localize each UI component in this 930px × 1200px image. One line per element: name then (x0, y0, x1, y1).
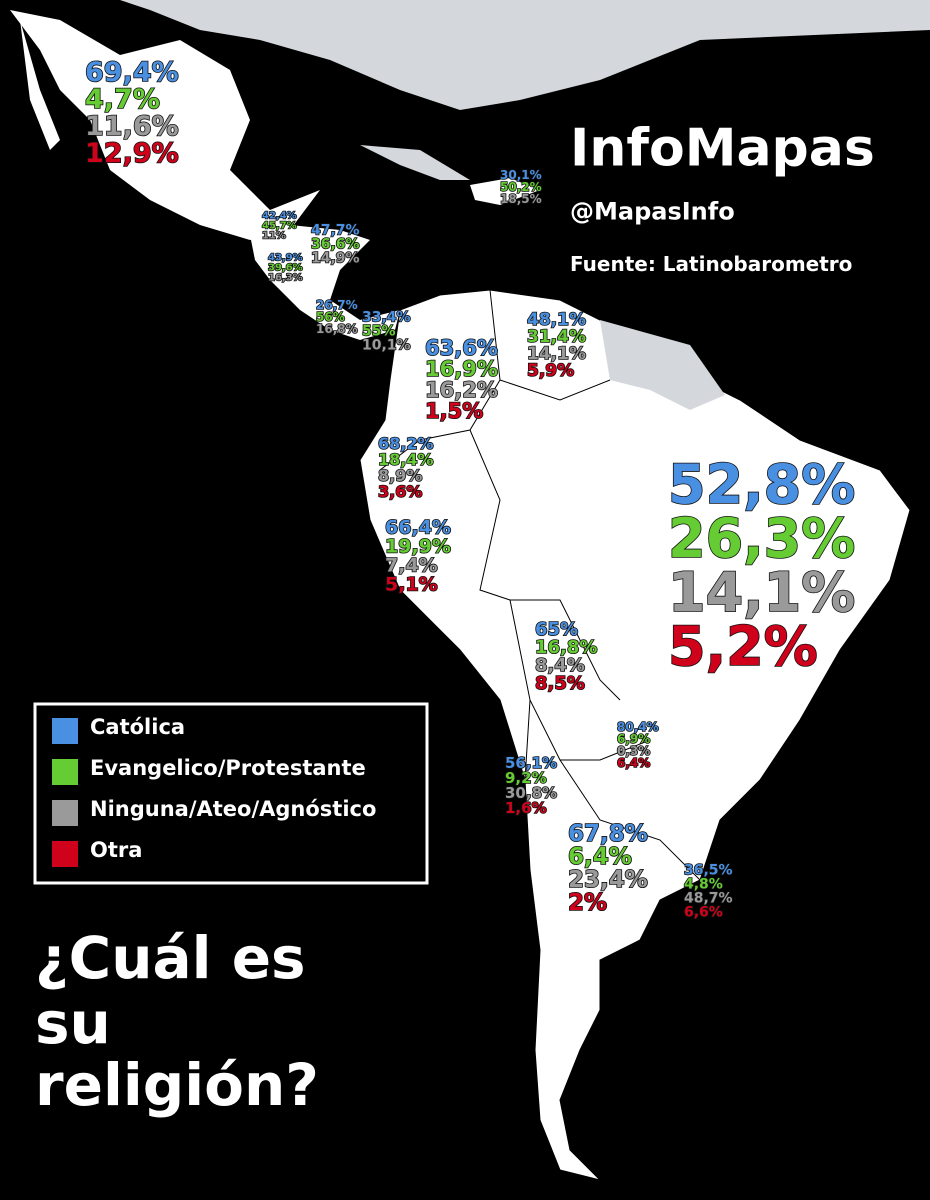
region-share: 65% (535, 619, 578, 640)
region-share: 5,9% (527, 361, 574, 381)
region-share: 6,4% (568, 844, 632, 870)
region-share: 39,6% (268, 262, 303, 273)
region-share: 50,2% (500, 180, 542, 194)
region-share: 0,3% (617, 744, 650, 758)
region-share: 80,4% (617, 720, 659, 734)
region-share: 47,7% (311, 223, 360, 239)
region-share: 1,5% (425, 399, 483, 423)
region-share: 16,9% (425, 357, 498, 381)
central-america-land (250, 225, 400, 340)
legend-swatch (52, 759, 78, 785)
region-share: 67,8% (568, 821, 648, 847)
legend-swatch (52, 841, 78, 867)
region-share: 16,3% (268, 272, 303, 283)
region-share: 14,1% (668, 561, 855, 624)
region-share: 9,2% (505, 769, 547, 787)
region-share: 23,4% (568, 867, 648, 893)
legend-box (33, 702, 429, 885)
region-share: 14,1% (527, 344, 586, 364)
region-share: 7,4% (385, 555, 438, 577)
region-share: 6,9% (617, 732, 650, 746)
region-share: 16,8% (535, 637, 597, 658)
region-share: 33,4% (362, 310, 411, 326)
region-share: 48,1% (527, 310, 586, 330)
region-share: 12,9% (85, 138, 179, 169)
region-share: 66,4% (385, 517, 451, 539)
region-share: 63,6% (425, 336, 498, 360)
region-share: 56% (316, 310, 345, 324)
region-share: 48,7% (684, 891, 733, 907)
legend-label: Católica (90, 715, 185, 739)
region-share: 4,8% (684, 877, 723, 893)
region-share: 18,4% (378, 450, 434, 469)
legend-swatch (52, 718, 78, 744)
region-share: 8,5% (535, 673, 585, 694)
handle: @MapasInfo (570, 198, 735, 226)
source: Fuente: Latinobarometro (570, 252, 852, 276)
region-share: 43,9% (268, 252, 303, 263)
region-share: 8,4% (535, 655, 585, 676)
region-share: 4,7% (85, 84, 160, 115)
baja-land (20, 20, 60, 150)
region-share: 30,8% (505, 784, 557, 802)
region-share: 3,6% (378, 482, 422, 501)
region-share: 2% (568, 890, 607, 916)
region-share: 36,6% (311, 237, 360, 253)
title: InfoMapas (570, 119, 875, 179)
region-share: 26,7% (316, 298, 358, 312)
region-share: 11% (262, 230, 286, 241)
region-share: 16,2% (425, 378, 498, 402)
hispaniola-land (470, 178, 540, 205)
region-share: 16,8% (316, 322, 358, 336)
region-share: 11,6% (85, 111, 179, 142)
region-share: 26,3% (668, 507, 855, 570)
borders (379, 289, 701, 881)
legend-label: Otra (90, 838, 142, 862)
region-share: 45,7% (262, 220, 297, 231)
question-line: religión? (35, 1051, 319, 1119)
region-share: 19,9% (385, 536, 451, 558)
legend-swatch (52, 800, 78, 826)
region-share: 5,2% (668, 615, 818, 678)
region-share: 68,2% (378, 434, 434, 453)
mexico-land (10, 10, 320, 240)
region-share: 31,4% (527, 327, 586, 347)
region-share: 18,5% (500, 192, 542, 206)
region-share: 6,6% (684, 905, 723, 921)
region-share: 10,1% (362, 338, 411, 354)
region-share: 56,1% (505, 754, 557, 772)
region-share: 52,8% (668, 453, 855, 516)
region-share: 30,1% (500, 168, 542, 182)
legend-label: Ninguna/Ateo/Agnóstico (90, 797, 376, 821)
region-share: 1,6% (505, 799, 547, 817)
guianas-land (600, 320, 725, 410)
north-america-land (120, 0, 930, 110)
question-line: ¿Cuál es (35, 924, 306, 992)
question-line: su (35, 989, 111, 1057)
cuba-land (360, 145, 470, 180)
region-share: 8,9% (378, 466, 422, 485)
region-share: 6,4% (617, 756, 650, 770)
region-share: 5,1% (385, 574, 438, 596)
region-share: 42,4% (262, 210, 297, 221)
region-share: 14,9% (311, 251, 360, 267)
region-share: 36,5% (684, 863, 733, 879)
region-share: 69,4% (85, 57, 179, 88)
legend-label: Evangelico/Protestante (90, 756, 366, 780)
region-share: 55% (362, 324, 396, 340)
